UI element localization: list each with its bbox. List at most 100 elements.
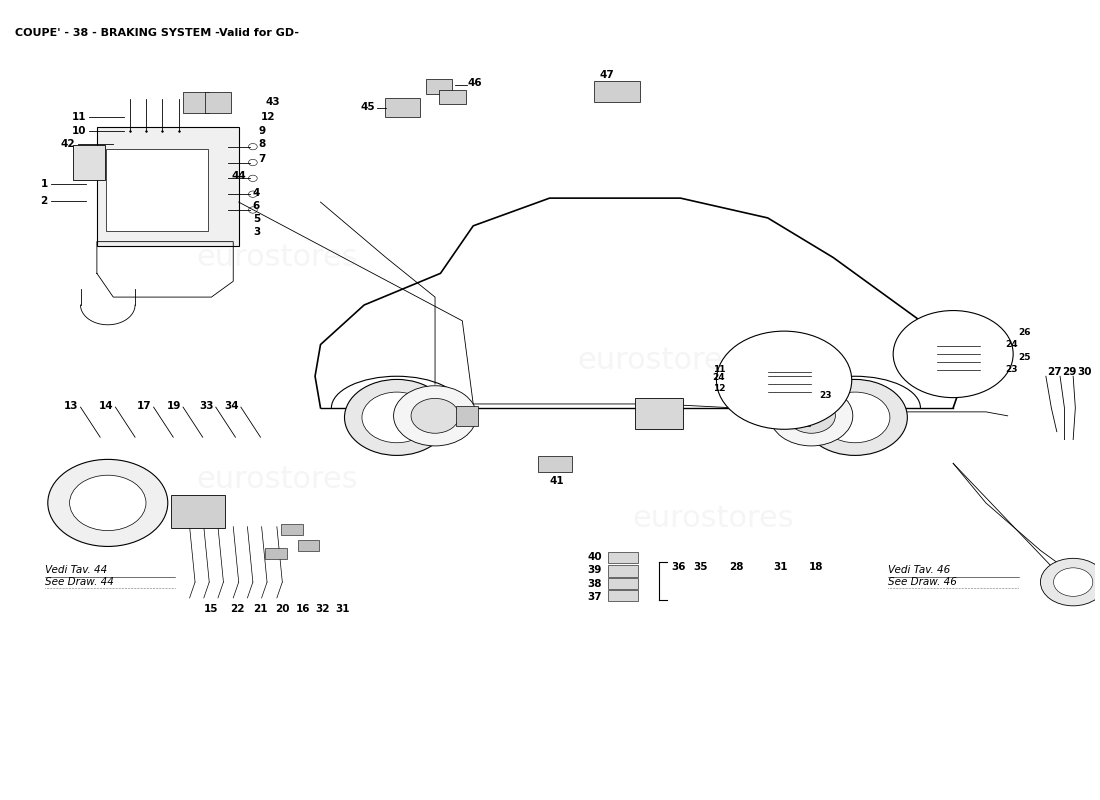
Text: 13: 13 (64, 401, 78, 410)
Circle shape (788, 398, 835, 434)
Text: eurostores: eurostores (632, 504, 794, 534)
Text: 7: 7 (258, 154, 266, 163)
Circle shape (803, 379, 908, 455)
FancyBboxPatch shape (608, 552, 638, 563)
Circle shape (1041, 558, 1100, 606)
Text: 46: 46 (468, 78, 483, 88)
Text: 31: 31 (336, 604, 350, 614)
Circle shape (770, 386, 853, 446)
FancyBboxPatch shape (265, 548, 287, 559)
Text: 29: 29 (1063, 366, 1077, 377)
Text: 32: 32 (316, 604, 330, 614)
Text: 6: 6 (253, 201, 260, 211)
Text: 30: 30 (1078, 366, 1092, 377)
FancyBboxPatch shape (73, 145, 104, 180)
FancyBboxPatch shape (385, 98, 420, 118)
Text: 40: 40 (587, 552, 602, 562)
Text: 24: 24 (1005, 340, 1019, 349)
Text: eurostores: eurostores (196, 243, 358, 272)
FancyBboxPatch shape (183, 92, 209, 114)
Text: 39: 39 (587, 566, 602, 575)
FancyBboxPatch shape (439, 90, 465, 104)
FancyBboxPatch shape (594, 81, 640, 102)
Circle shape (47, 459, 168, 546)
Text: 21: 21 (253, 604, 267, 614)
Text: 4: 4 (253, 187, 261, 198)
Text: 3: 3 (253, 227, 260, 237)
Text: See Draw. 44: See Draw. 44 (44, 577, 113, 587)
Text: 23: 23 (1005, 365, 1018, 374)
Circle shape (344, 379, 449, 455)
FancyBboxPatch shape (106, 149, 208, 231)
Text: See Draw. 46: See Draw. 46 (888, 577, 957, 587)
Text: 44: 44 (231, 171, 245, 181)
Circle shape (249, 175, 257, 182)
Text: 33: 33 (199, 401, 213, 410)
Text: 1: 1 (41, 179, 47, 189)
Circle shape (1054, 568, 1092, 596)
Text: 22: 22 (230, 604, 245, 614)
Text: 20: 20 (275, 604, 289, 614)
Text: 35: 35 (694, 562, 708, 572)
Text: 42: 42 (60, 139, 75, 150)
Text: 11: 11 (72, 111, 86, 122)
FancyBboxPatch shape (172, 495, 224, 528)
FancyBboxPatch shape (608, 590, 638, 601)
Circle shape (411, 398, 459, 434)
Text: 9: 9 (258, 126, 265, 136)
Text: 34: 34 (224, 401, 239, 410)
Text: 12: 12 (713, 383, 725, 393)
Text: eurostores: eurostores (196, 465, 358, 494)
Circle shape (249, 143, 257, 150)
Text: 37: 37 (587, 592, 602, 602)
Text: 47: 47 (600, 70, 615, 81)
Circle shape (821, 392, 890, 442)
FancyBboxPatch shape (608, 566, 638, 577)
Text: 41: 41 (550, 476, 564, 486)
Text: 23: 23 (820, 390, 832, 400)
FancyBboxPatch shape (282, 524, 303, 535)
FancyBboxPatch shape (427, 79, 452, 94)
Text: 12: 12 (261, 111, 275, 122)
Text: Vedi Tav. 46: Vedi Tav. 46 (888, 566, 950, 575)
Text: 25: 25 (1019, 353, 1031, 362)
Circle shape (249, 159, 257, 166)
Text: 31: 31 (773, 562, 788, 572)
Circle shape (249, 191, 257, 198)
Circle shape (249, 207, 257, 213)
Text: 24: 24 (713, 374, 725, 382)
Text: 45: 45 (361, 102, 375, 112)
Text: 8: 8 (258, 139, 265, 150)
Text: 2: 2 (41, 195, 47, 206)
Text: eurostores: eurostores (578, 346, 739, 375)
FancyBboxPatch shape (205, 92, 231, 114)
Circle shape (362, 392, 432, 442)
Circle shape (69, 475, 146, 530)
Text: 27: 27 (1047, 366, 1062, 377)
Circle shape (394, 386, 476, 446)
Text: 10: 10 (72, 126, 86, 136)
Text: 5: 5 (253, 214, 260, 225)
Text: 43: 43 (266, 97, 280, 106)
Text: 17: 17 (136, 401, 152, 410)
FancyBboxPatch shape (608, 578, 638, 590)
Text: 36: 36 (672, 562, 686, 572)
FancyBboxPatch shape (635, 398, 683, 430)
Text: COUPE' - 38 - BRAKING SYSTEM -Valid for GD-: COUPE' - 38 - BRAKING SYSTEM -Valid for … (15, 28, 299, 38)
Text: 16: 16 (296, 604, 310, 614)
Text: Vedi Tav. 44: Vedi Tav. 44 (44, 566, 107, 575)
Circle shape (716, 331, 851, 430)
FancyBboxPatch shape (455, 406, 477, 426)
Text: 15: 15 (205, 604, 219, 614)
Text: 19: 19 (166, 401, 180, 410)
FancyBboxPatch shape (298, 540, 319, 551)
Text: 18: 18 (810, 562, 824, 572)
Circle shape (893, 310, 1013, 398)
Text: 38: 38 (587, 578, 602, 589)
Text: 28: 28 (729, 562, 744, 572)
Text: 11: 11 (713, 366, 725, 374)
FancyBboxPatch shape (789, 406, 811, 426)
FancyBboxPatch shape (97, 127, 239, 246)
FancyBboxPatch shape (538, 456, 572, 472)
Text: 26: 26 (1019, 328, 1031, 337)
